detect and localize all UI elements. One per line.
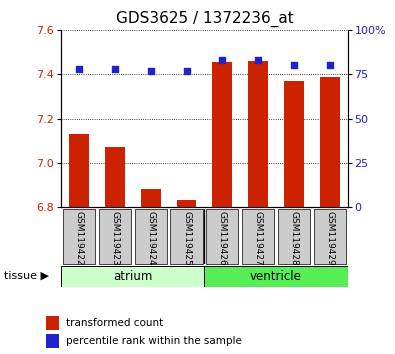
Bar — [45, 334, 59, 348]
Text: GSM119422: GSM119422 — [75, 211, 84, 265]
Text: transformed count: transformed count — [66, 318, 163, 328]
Bar — [105, 147, 125, 207]
Point — [219, 57, 226, 63]
Bar — [206, 209, 239, 264]
Bar — [205, 266, 348, 287]
Bar — [141, 189, 160, 207]
Bar — [314, 209, 346, 264]
Point — [112, 66, 118, 72]
Bar — [177, 200, 196, 207]
Bar — [284, 81, 304, 207]
Bar — [69, 134, 89, 207]
Bar — [320, 76, 340, 207]
Text: GSM119423: GSM119423 — [111, 211, 119, 265]
Point — [255, 57, 261, 63]
Text: percentile rank within the sample: percentile rank within the sample — [66, 336, 241, 346]
Text: GSM119429: GSM119429 — [325, 211, 334, 265]
Text: GSM119428: GSM119428 — [290, 211, 298, 265]
Bar — [135, 209, 167, 264]
Text: atrium: atrium — [113, 270, 152, 282]
Text: GSM119425: GSM119425 — [182, 211, 191, 265]
Bar — [45, 316, 59, 330]
Text: tissue ▶: tissue ▶ — [4, 271, 49, 281]
Point — [291, 63, 297, 68]
Bar — [278, 209, 310, 264]
Bar — [242, 209, 274, 264]
Point — [327, 63, 333, 68]
Bar — [63, 209, 95, 264]
Title: GDS3625 / 1372236_at: GDS3625 / 1372236_at — [115, 11, 293, 27]
Bar — [170, 209, 203, 264]
Point — [183, 68, 190, 74]
Text: ventricle: ventricle — [250, 270, 302, 282]
Text: GSM119424: GSM119424 — [146, 211, 155, 265]
Bar — [61, 266, 205, 287]
Text: GSM119426: GSM119426 — [218, 211, 227, 265]
Point — [76, 66, 82, 72]
Text: GSM119427: GSM119427 — [254, 211, 263, 265]
Bar — [99, 209, 131, 264]
Bar — [213, 62, 232, 207]
Point — [148, 68, 154, 74]
Bar — [248, 61, 268, 207]
